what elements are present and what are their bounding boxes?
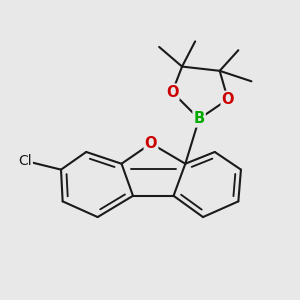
Text: Cl: Cl: [18, 154, 32, 168]
Text: O: O: [145, 136, 157, 151]
Text: B: B: [194, 111, 205, 126]
Text: O: O: [222, 92, 234, 107]
Text: O: O: [166, 85, 178, 100]
